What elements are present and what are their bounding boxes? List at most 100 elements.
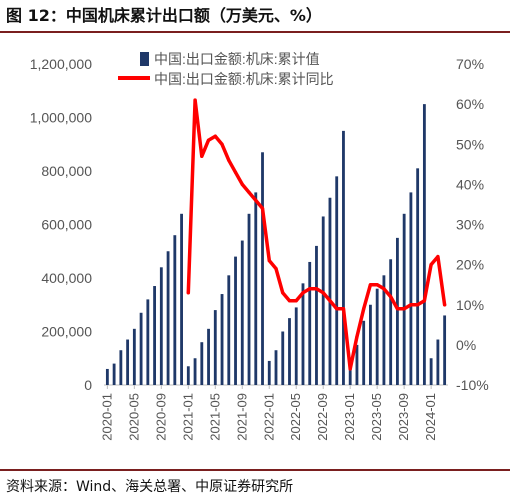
y-right-tick-label: 30% bbox=[456, 217, 484, 233]
bar bbox=[166, 251, 170, 385]
bar bbox=[213, 310, 217, 385]
bar bbox=[173, 235, 177, 385]
line-point bbox=[247, 190, 251, 194]
bar bbox=[443, 315, 447, 385]
bar bbox=[342, 130, 345, 385]
line-point bbox=[375, 283, 379, 287]
line-point bbox=[314, 287, 319, 291]
bar bbox=[362, 320, 366, 385]
bar bbox=[301, 283, 305, 385]
bar bbox=[234, 256, 237, 385]
bar bbox=[375, 288, 379, 385]
x-tick-label: 2021-01 bbox=[180, 393, 195, 441]
chart-title: 图 12：中国机床累计出口额（万美元、%） bbox=[6, 6, 322, 25]
line-point bbox=[301, 291, 305, 295]
title-divider bbox=[0, 31, 510, 33]
bar bbox=[288, 318, 291, 385]
line-point bbox=[395, 307, 400, 311]
bar bbox=[126, 339, 130, 385]
line-point bbox=[274, 267, 278, 271]
line-point bbox=[206, 138, 211, 142]
bar bbox=[355, 344, 359, 385]
y-right-tick-label: 0% bbox=[456, 337, 476, 353]
footer-divider bbox=[0, 469, 510, 471]
x-tick-label: 2023-09 bbox=[396, 393, 411, 441]
line-point bbox=[335, 307, 339, 311]
legend-bar-swatch bbox=[140, 52, 149, 66]
bar bbox=[429, 358, 433, 385]
y-right-tick-label: 10% bbox=[456, 297, 484, 313]
axes-group: 0 200,000 400,000 600,000 800,000 1,000,000 1,… bbox=[30, 56, 489, 441]
line-point bbox=[213, 134, 217, 138]
bar bbox=[220, 294, 224, 385]
y-left-tick-label: 0 bbox=[84, 377, 92, 393]
bar bbox=[105, 368, 109, 385]
y-left-tick-label: 1,000,000 bbox=[30, 110, 92, 126]
line-point bbox=[220, 142, 224, 146]
y-left-tick-label: 200,000 bbox=[41, 324, 92, 340]
y-right-tick-label: 50% bbox=[456, 136, 484, 152]
bar bbox=[395, 237, 399, 385]
line-point bbox=[355, 335, 359, 339]
bar bbox=[335, 176, 339, 385]
bar bbox=[315, 245, 318, 385]
x-tick-label: 2020-09 bbox=[153, 393, 168, 441]
bar bbox=[294, 307, 298, 385]
line-point bbox=[402, 307, 406, 311]
bar-series-group bbox=[105, 104, 447, 385]
chart-area: 0 200,000 400,000 600,000 800,000 1,000,000 1,… bbox=[30, 51, 489, 441]
bar bbox=[348, 366, 352, 385]
y-right-tick-label: -10% bbox=[456, 377, 489, 393]
line-point bbox=[422, 299, 426, 303]
line-point bbox=[328, 299, 332, 303]
y-left-tick-label: 600,000 bbox=[41, 217, 92, 233]
line-point bbox=[341, 307, 346, 311]
bar bbox=[422, 104, 426, 385]
bar bbox=[402, 213, 406, 385]
bar bbox=[254, 192, 258, 385]
bar bbox=[274, 350, 278, 385]
line-point bbox=[240, 182, 244, 186]
x-tick-label: 2022-05 bbox=[288, 393, 303, 441]
bar bbox=[139, 312, 143, 385]
line-point bbox=[281, 291, 285, 295]
line-point bbox=[362, 307, 366, 311]
line-point bbox=[416, 303, 420, 307]
y-left-tick-label: 400,000 bbox=[41, 270, 92, 286]
bar bbox=[267, 360, 271, 385]
line-point bbox=[267, 259, 271, 263]
x-tick-label: 2021-05 bbox=[207, 393, 222, 441]
y-right-tick-label: 60% bbox=[456, 96, 484, 112]
line-point bbox=[308, 287, 312, 291]
bar bbox=[281, 331, 285, 385]
y-right-tick-label: 70% bbox=[456, 56, 484, 72]
y-right-tick-label: 40% bbox=[456, 176, 484, 192]
x-tick-label: 2022-09 bbox=[315, 393, 330, 441]
x-tick-label: 2022-01 bbox=[261, 393, 276, 441]
bar bbox=[436, 339, 440, 385]
line-point bbox=[436, 255, 440, 259]
legend-bar-label: 中国:出口金额:机床:累计值 bbox=[154, 51, 320, 67]
bar bbox=[240, 240, 244, 385]
x-tick-label: 2021-09 bbox=[234, 393, 249, 441]
bar bbox=[416, 168, 420, 385]
x-tick-label: 2020-01 bbox=[99, 393, 114, 441]
bar bbox=[247, 213, 251, 385]
line-point bbox=[186, 291, 190, 295]
bar bbox=[119, 350, 123, 385]
bar bbox=[261, 152, 264, 385]
bar bbox=[146, 299, 150, 385]
line-point bbox=[321, 291, 325, 295]
bar bbox=[308, 261, 312, 385]
y-left-tick-label: 1,200,000 bbox=[30, 56, 92, 72]
bar bbox=[409, 192, 413, 385]
bar bbox=[382, 275, 386, 385]
bar bbox=[200, 342, 204, 385]
line-point bbox=[382, 287, 386, 291]
line-point bbox=[200, 154, 204, 158]
line-point bbox=[294, 299, 298, 303]
line-point bbox=[287, 299, 292, 303]
bar bbox=[153, 286, 157, 385]
bar bbox=[112, 363, 116, 385]
bar bbox=[180, 213, 183, 385]
